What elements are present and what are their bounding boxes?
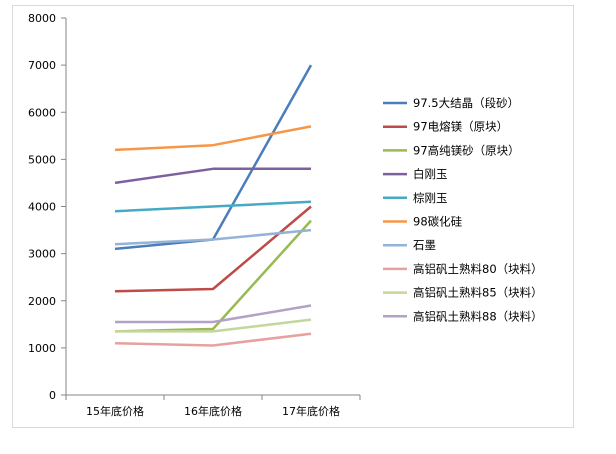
legend-entry: 97高纯镁砂（原块） (383, 143, 520, 157)
legend-entry: 棕刚玉 (383, 191, 448, 205)
y-tick-label: 2000 (28, 295, 56, 308)
legend-label: 白刚玉 (413, 167, 448, 181)
axes: 0 1000 2000 3000 4000 5000 6000 7000 8000 15年底价格 1… (28, 12, 361, 418)
series-line (114, 332, 312, 347)
series-line (114, 200, 312, 213)
x-tick-label: 17年底价格 (282, 404, 340, 418)
series-line (114, 205, 312, 293)
legend-entry: 高铝矾土熟料85（块料） (383, 286, 543, 300)
legend-entry: 白刚玉 (383, 167, 448, 181)
legend-label: 97.5大结晶（段砂） (413, 96, 519, 110)
legend-entry: 97.5大结晶（段砂） (383, 96, 519, 110)
series-lines (114, 64, 313, 347)
x-tick-label: 15年底价格 (86, 404, 144, 418)
chart-frame (12, 5, 574, 428)
y-tick-label: 1000 (28, 342, 56, 355)
legend-label: 98碳化硅 (413, 215, 463, 229)
legend-label: 97高纯镁砂（原块） (413, 143, 520, 157)
y-tick-label: 7000 (28, 59, 56, 72)
x-tick-label: 16年底价格 (184, 404, 242, 418)
y-tick-label: 8000 (28, 12, 56, 25)
legend-entry: 97电熔镁（原块） (383, 120, 508, 134)
series-line (114, 228, 312, 246)
series-line (115, 304, 312, 324)
y-tick-label: 5000 (28, 153, 56, 166)
y-tick-label: 4000 (28, 201, 56, 214)
series-line (115, 318, 312, 333)
legend-entry: 高铝矾土熟料88（块料） (383, 309, 543, 323)
y-tick-label: 0 (49, 389, 56, 402)
y-tick-label: 6000 (28, 106, 56, 119)
legend-label: 高铝矾土熟料80（块料） (413, 262, 543, 276)
legend-label: 97电熔镁（原块） (413, 120, 508, 134)
y-tick-label: 3000 (28, 248, 56, 261)
legend-entry: 98碳化硅 (383, 215, 463, 229)
legend-label: 石墨 (413, 238, 436, 252)
legend-entry: 石墨 (383, 238, 436, 252)
legend-label: 高铝矾土熟料85（块料） (413, 286, 543, 300)
series-line (114, 167, 311, 185)
legend-label: 棕刚玉 (413, 191, 448, 205)
series-line (114, 64, 313, 251)
legend-entry: 高铝矾土熟料80（块料） (383, 262, 543, 276)
legend-label: 高铝矾土熟料88（块料） (413, 309, 543, 323)
series-line (114, 125, 312, 152)
